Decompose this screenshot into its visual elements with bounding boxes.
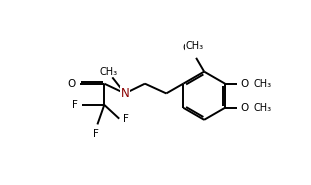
Text: O: O <box>67 79 76 89</box>
Text: F: F <box>123 114 129 124</box>
Text: CH₃: CH₃ <box>253 79 271 89</box>
Text: F: F <box>72 100 78 110</box>
Text: CH₃: CH₃ <box>253 103 271 113</box>
Text: CH₃: CH₃ <box>186 41 204 51</box>
Text: O: O <box>240 79 249 89</box>
Text: N: N <box>121 87 129 100</box>
Text: O: O <box>183 43 191 53</box>
Text: F: F <box>93 129 99 139</box>
Text: O: O <box>240 103 249 113</box>
Text: CH₃: CH₃ <box>100 67 118 77</box>
